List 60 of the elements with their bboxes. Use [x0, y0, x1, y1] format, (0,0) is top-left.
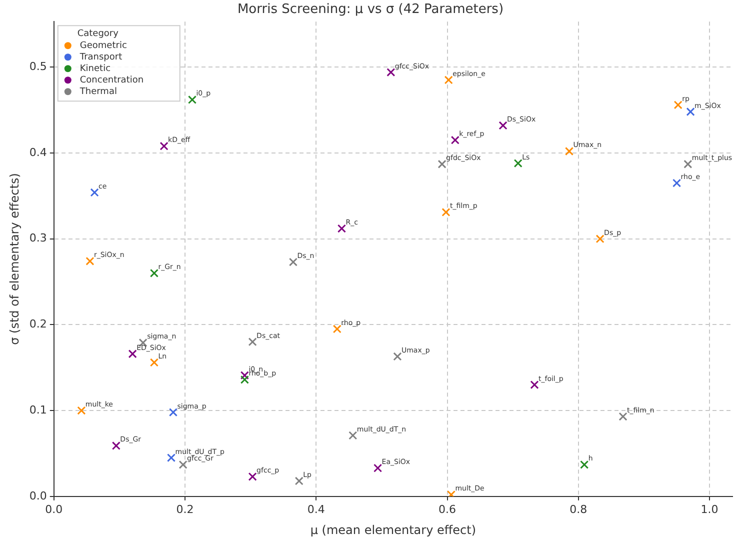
x-tick-label: 1.0 — [700, 502, 718, 516]
point — [168, 408, 178, 417]
point — [178, 460, 188, 469]
point — [294, 476, 304, 486]
x-axis-title: μ (mean elementary effect) — [310, 522, 476, 537]
y-tick-label: 0.3 — [29, 232, 47, 245]
y-tick-label: 0.2 — [29, 318, 47, 331]
y-tick-label: 0.5 — [29, 60, 47, 73]
point — [248, 472, 257, 481]
point — [393, 352, 402, 361]
x-tick-label: 0.6 — [438, 502, 456, 516]
y-tick-label: 0.1 — [29, 403, 47, 416]
point — [672, 178, 682, 188]
legend-label: Kinetic — [80, 64, 111, 74]
chart-title: Morris Screening: μ vs σ (42 Parameters) — [237, 2, 504, 18]
point — [386, 68, 396, 77]
point — [444, 76, 453, 84]
legend-title: Category — [77, 28, 120, 39]
point — [674, 100, 682, 110]
point — [240, 371, 249, 380]
point — [564, 146, 574, 156]
point — [112, 441, 120, 450]
point — [248, 338, 257, 346]
point — [686, 107, 695, 116]
point — [240, 375, 249, 384]
point — [374, 464, 382, 472]
point — [150, 358, 158, 367]
point — [77, 406, 86, 415]
point — [150, 268, 158, 278]
point — [348, 431, 358, 440]
point — [128, 350, 137, 358]
point — [618, 412, 628, 421]
legend-label: Transport — [78, 52, 123, 62]
x-tick-label: 0.0 — [45, 502, 63, 516]
point — [498, 121, 508, 130]
point — [580, 460, 589, 469]
point — [530, 380, 539, 390]
point — [288, 258, 298, 266]
point — [332, 324, 342, 334]
y-tick-label: 0.4 — [29, 146, 47, 159]
legend-label: Concentration — [80, 75, 144, 86]
legend-label: Geometric — [80, 40, 127, 51]
point — [188, 95, 197, 104]
point — [684, 160, 692, 168]
y-axis-title: σ (std of elementary effects) — [7, 173, 22, 345]
legend-label: Thermal — [78, 86, 117, 97]
point — [442, 208, 450, 216]
point — [514, 158, 522, 168]
point — [438, 160, 446, 168]
y-tick-label: 0.0 — [29, 489, 47, 502]
point — [160, 142, 168, 150]
point — [596, 234, 604, 244]
point — [90, 188, 99, 197]
x-tick-label: 0.8 — [570, 502, 588, 516]
x-tick-label: 0.2 — [176, 502, 194, 516]
point — [86, 256, 94, 266]
point — [337, 224, 346, 233]
point — [166, 453, 176, 462]
point — [450, 136, 460, 144]
x-tick-label: 0.4 — [307, 502, 325, 516]
